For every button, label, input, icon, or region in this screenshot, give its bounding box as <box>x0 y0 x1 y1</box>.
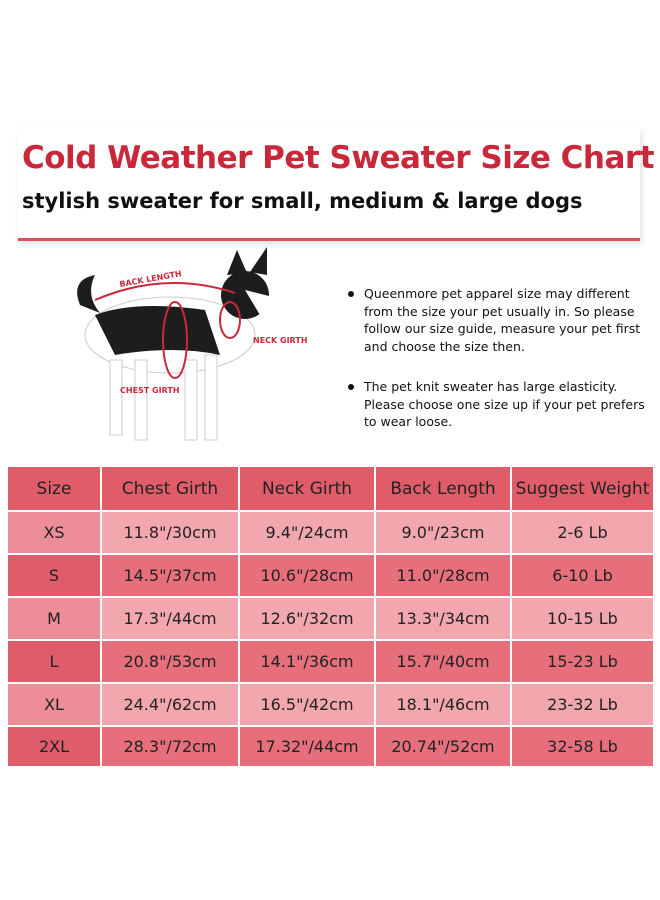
table-cell: 32-58 Lb <box>512 727 653 766</box>
table-header: Neck Girth <box>240 467 374 510</box>
table-cell: 11.0"/28cm <box>376 555 510 596</box>
subtitle: stylish sweater for small, medium & larg… <box>22 189 583 213</box>
table-header: Back Length <box>376 467 510 510</box>
table-cell: 10.6"/28cm <box>240 555 374 596</box>
table-cell: 12.6"/32cm <box>240 598 374 639</box>
table-cell: 20.74"/52cm <box>376 727 510 766</box>
size-cell: XS <box>8 512 100 553</box>
dog-illustration: BACK LENGTH NECK GIRTH CHEST GIRTH <box>77 247 308 441</box>
table-cell: 14.5"/37cm <box>102 555 238 596</box>
size-cell: L <box>8 641 100 682</box>
table-cell: 13.3"/34cm <box>376 598 510 639</box>
size-cell: M <box>8 598 100 639</box>
table-cell: 9.0"/23cm <box>376 512 510 553</box>
table-cell: 16.5"/42cm <box>240 684 374 725</box>
table-cell: 17.32"/44cm <box>240 727 374 766</box>
table-header: Suggest Weight <box>512 467 653 510</box>
table-cell: 15.7"/40cm <box>376 641 510 682</box>
table-cell: 18.1"/46cm <box>376 684 510 725</box>
table-cell: 9.4"/24cm <box>240 512 374 553</box>
table-cell: 6-10 Lb <box>512 555 653 596</box>
size-cell: 2XL <box>8 727 100 766</box>
table-cell: 23-32 Lb <box>512 684 653 725</box>
size-cell: XL <box>8 684 100 725</box>
table-header: Size <box>8 467 100 510</box>
table-cell: 10-15 Lb <box>512 598 653 639</box>
table-cell: 14.1"/36cm <box>240 641 374 682</box>
table-header: Chest Girth <box>102 467 238 510</box>
table-cell: 17.3"/44cm <box>102 598 238 639</box>
table-cell: 28.3"/72cm <box>102 727 238 766</box>
chest-label: CHEST GIRTH <box>120 386 180 395</box>
table-cell: 24.4"/62cm <box>102 684 238 725</box>
header-card <box>18 128 640 241</box>
note: Queenmore pet apparel size may different… <box>346 285 656 355</box>
note: The pet knit sweater has large elasticit… <box>346 378 656 431</box>
table-cell: 15-23 Lb <box>512 641 653 682</box>
table-cell: 11.8"/30cm <box>102 512 238 553</box>
table-cell: 2-6 Lb <box>512 512 653 553</box>
table-cell: 20.8"/53cm <box>102 641 238 682</box>
title: Cold Weather Pet Sweater Size Chart <box>22 140 655 176</box>
back-label: BACK LENGTH <box>119 269 183 289</box>
neck-label: NECK GIRTH <box>253 336 308 345</box>
size-cell: S <box>8 555 100 596</box>
